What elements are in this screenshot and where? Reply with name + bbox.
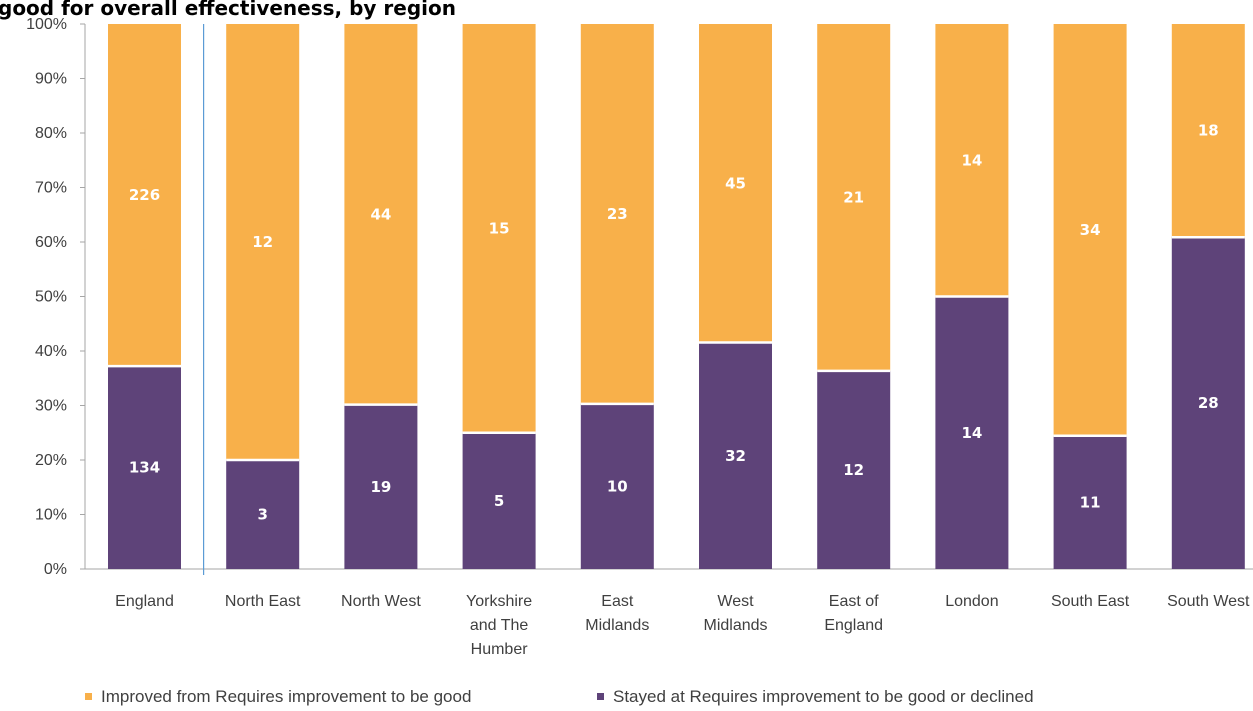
bar-group: 15 5	[462, 24, 536, 569]
bar-segment-improved	[580, 24, 654, 404]
y-tick-label: 60%	[35, 234, 67, 251]
data-label-improved: 226	[129, 186, 160, 204]
legend-label: Stayed at Requires improvement to be goo…	[613, 687, 1034, 706]
bar-segment-improved	[1171, 24, 1245, 238]
legend: Improved from Requires improvement to be…	[85, 687, 1034, 706]
y-tick-label: 80%	[35, 125, 67, 142]
x-tick-label: London	[945, 593, 998, 610]
x-tick-label: East Midlands	[585, 593, 649, 634]
bar-segment-improved	[462, 24, 536, 433]
data-label-improved: 14	[961, 151, 982, 169]
bar-segment-stayed	[108, 366, 181, 569]
bar-segment-stayed	[226, 460, 300, 569]
data-label-stayed: 14	[961, 424, 982, 442]
bar-segment-stayed	[1053, 435, 1127, 569]
data-label-improved: 34	[1080, 221, 1101, 239]
y-tick-label: 10%	[35, 507, 67, 524]
data-label-stayed: 12	[843, 461, 864, 479]
x-tick-label: South East	[1051, 593, 1130, 610]
data-label-stayed: 11	[1080, 493, 1101, 511]
y-tick-label: 40%	[35, 343, 67, 360]
y-tick-label: 90%	[35, 71, 67, 88]
x-tick-label: North West	[341, 593, 421, 610]
y-tick-label: 100%	[26, 16, 67, 33]
y-tick-label: 20%	[35, 452, 67, 469]
data-label-improved: 45	[725, 174, 746, 192]
bar-segment-stayed	[935, 296, 1009, 569]
bar-segment-stayed	[580, 403, 654, 569]
bar-segment-stayed	[344, 404, 418, 569]
x-axis: England North East North West Yorkshire and …	[85, 24, 1253, 658]
data-label-stayed: 19	[370, 478, 391, 496]
y-tick-label: 50%	[35, 289, 67, 306]
data-label-stayed: 3	[257, 506, 267, 524]
bar-group: 226 134	[108, 24, 181, 569]
bar-group: 14 14	[935, 24, 1009, 569]
chart-title: good for overall effectiveness, by regio…	[0, 0, 456, 20]
bar-group: 44 19	[344, 24, 418, 569]
x-tick-label: North East	[225, 593, 301, 610]
data-label-improved: 18	[1198, 122, 1219, 140]
bar-group: 34 11	[1053, 24, 1127, 569]
bar-segment-stayed	[699, 342, 772, 569]
y-tick-label: 0%	[44, 561, 67, 578]
legend-item: Improved from Requires improvement to be…	[85, 687, 471, 706]
x-tick-label: South West	[1167, 593, 1250, 610]
data-label-stayed: 10	[607, 477, 628, 495]
bar-segment-stayed	[462, 432, 536, 569]
legend-label: Improved from Requires improvement to be…	[101, 687, 471, 706]
data-label-stayed: 134	[129, 459, 160, 477]
data-label-stayed: 5	[494, 492, 504, 510]
legend-swatch	[597, 693, 604, 700]
x-tick-label: West Midlands	[703, 593, 767, 634]
bar-segment-improved	[344, 24, 418, 405]
data-label-improved: 21	[843, 188, 864, 206]
data-label-improved: 23	[607, 205, 628, 223]
x-tick-label: England	[115, 593, 174, 610]
bar-group: 23 10	[580, 24, 654, 569]
bar-segment-improved	[226, 24, 300, 460]
x-tick-label: Yorkshire and The Humber	[466, 593, 532, 658]
y-tick-label: 70%	[35, 180, 67, 197]
data-label-stayed: 32	[725, 447, 746, 465]
data-label-improved: 12	[252, 233, 273, 251]
legend-item: Stayed at Requires improvement to be goo…	[597, 687, 1034, 706]
bar-group: 45 32	[699, 24, 772, 569]
data-label-stayed: 28	[1198, 394, 1219, 412]
y-tick-label: 30%	[35, 398, 67, 415]
y-axis: 0% 10% 20% 30% 40% 50% 60% 70% 80% 90% 100%	[26, 16, 86, 578]
bar-segment-stayed	[817, 370, 891, 569]
bar-group: 21 12	[817, 24, 891, 569]
x-tick-label: East of England	[824, 593, 883, 634]
bar-segment-stayed	[1171, 237, 1245, 569]
bar-segment-improved	[1053, 24, 1127, 436]
data-label-improved: 44	[370, 205, 391, 223]
bar-segment-improved	[108, 24, 181, 367]
data-label-improved: 15	[489, 219, 510, 237]
bar-segment-improved	[699, 24, 772, 343]
legend-swatch	[85, 693, 92, 700]
bar-segment-improved	[935, 24, 1009, 297]
bar-segment-improved	[817, 24, 891, 371]
bar-group: 12 3	[226, 24, 300, 569]
